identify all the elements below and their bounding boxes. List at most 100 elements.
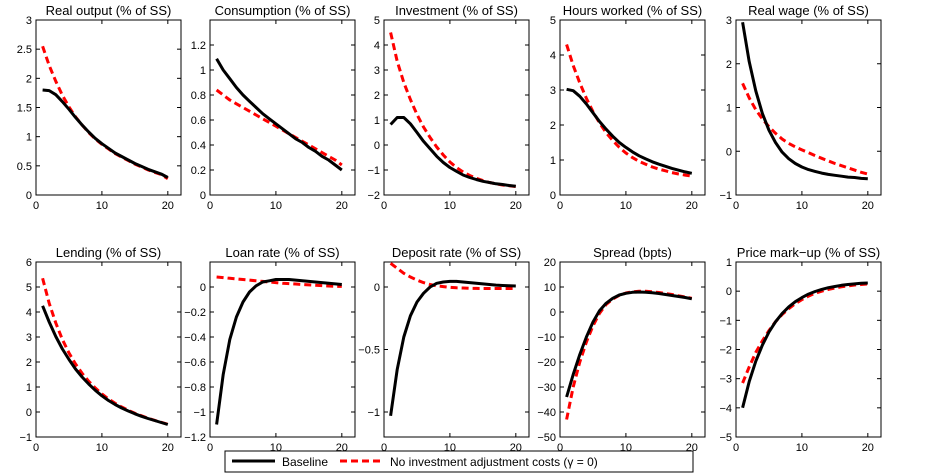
x-tick-label: 10 [270, 200, 282, 212]
axes-frame [559, 261, 706, 438]
chart-panel-1: Real output (% of SS) 0 0.5 1 1.5 2 2.5 3 0 10 20 [17, 3, 182, 212]
series-line-no-adjustment [389, 32, 516, 188]
chart-title: Hours worked (% of SS) [563, 3, 702, 18]
y-tick-label: 0.8 [191, 90, 206, 102]
series-line-no-adjustment [741, 282, 868, 384]
y-tick-label: 1.5 [17, 103, 32, 115]
x-tick-label: 20 [162, 442, 174, 454]
legend-label-no-adjustment: No investment adjustment costs (γ = 0) [390, 455, 598, 469]
series-line-no-adjustment [389, 262, 516, 290]
y-tick-label: 1 [726, 257, 732, 269]
y-tick-label: −1.2 [184, 432, 206, 444]
y-tick-label: 4 [374, 40, 380, 52]
y-tick-label: 0 [374, 140, 380, 152]
series-line-baseline [565, 290, 693, 398]
chart-title: Consumption (% of SS) [215, 3, 351, 18]
y-tick-label: 20 [544, 257, 556, 269]
y-tick-label: −1 [193, 407, 206, 419]
axes-frame [383, 19, 530, 196]
y-tick-label: 1.2 [191, 40, 206, 52]
y-tick-label: 2 [374, 90, 380, 102]
x-tick-label: 0 [733, 200, 739, 212]
y-tick-label: 2 [26, 357, 32, 369]
chart-panel-8: Deposit rate (% of SS)−1−0.500 10 20 [358, 245, 530, 454]
y-tick-label: 6 [26, 257, 32, 269]
x-tick-label: 0 [207, 442, 213, 454]
series-line-baseline [41, 305, 169, 426]
legend-box [224, 450, 694, 473]
y-tick-label: −0.6 [184, 357, 206, 369]
y-tick-label: 0 [726, 286, 732, 298]
y-tick-label: −0.4 [184, 332, 206, 344]
y-tick-label: 0 [200, 190, 206, 202]
y-tick-label: 0.2 [191, 165, 206, 177]
series-line-no-adjustment [41, 45, 169, 180]
series-line-baseline [741, 281, 868, 409]
y-tick-label: 10 [544, 282, 556, 294]
chart-title: Price mark−up (% of SS) [737, 245, 880, 260]
y-tick-label: 4 [550, 50, 556, 62]
y-tick-label: 3 [26, 332, 32, 344]
chart-title: Loan rate (% of SS) [225, 245, 339, 260]
x-tick-label: 20 [336, 200, 348, 212]
legend: Baseline No investment adjustment costs … [224, 450, 694, 473]
y-tick-label: 2 [550, 120, 556, 132]
y-tick-label: −0.8 [184, 382, 206, 394]
x-tick-label: 0 [33, 200, 39, 212]
y-tick-label: −40 [537, 407, 556, 419]
x-tick-label: 20 [162, 200, 174, 212]
series-line-baseline [215, 57, 343, 172]
series-line-baseline [389, 116, 516, 188]
series-line-baseline [42, 88, 169, 179]
legend-label-baseline: Baseline [282, 455, 328, 469]
y-tick-label: −1 [719, 190, 732, 202]
y-tick-label: 0 [374, 282, 380, 294]
y-tick-label: −4 [719, 403, 732, 415]
y-tick-label: 2 [26, 73, 32, 85]
x-tick-label: 10 [444, 200, 456, 212]
chart-panel-3: Investment (% of SS) −2 −1 0 1 2 3 4 5 0 10 20 [367, 3, 530, 212]
y-tick-label: 0 [26, 407, 32, 419]
panels: Real output (% of SS)00.511.522.530 10 20C… [17, 3, 882, 454]
y-tick-label: 3 [374, 65, 380, 77]
chart-title: Spread (bpts) [593, 245, 672, 260]
x-tick-label: 0 [557, 442, 563, 454]
series-line-baseline [215, 278, 342, 425]
x-tick-label: 0 [557, 200, 563, 212]
chart-title: Real wage (% of SS) [748, 3, 869, 18]
y-tick-label: −1 [367, 407, 380, 419]
y-tick-label: 0 [550, 307, 556, 319]
x-tick-label: 20 [862, 442, 874, 454]
y-tick-label: 1 [26, 382, 32, 394]
y-tick-label: 3 [26, 15, 32, 27]
chart-title: Real output (% of SS) [46, 3, 172, 18]
chart-panel-4: Hours worked (% of SS) 0 1 2 3 4 5 0 10 20 [550, 3, 706, 212]
y-tick-label: 3 [550, 85, 556, 97]
y-tick-label: 1 [726, 103, 732, 115]
y-tick-label: 0 [26, 190, 32, 202]
series-line-no-adjustment [215, 88, 343, 167]
y-tick-label: 5 [550, 15, 556, 27]
x-tick-label: 10 [796, 442, 808, 454]
y-tick-label: −3 [719, 374, 732, 386]
x-tick-label: 10 [96, 442, 108, 454]
series-line-no-adjustment [41, 277, 169, 426]
y-tick-label: 0.4 [191, 140, 206, 152]
y-tick-label: −50 [537, 432, 556, 444]
y-tick-label: −20 [537, 357, 556, 369]
y-tick-label: 1 [550, 155, 556, 167]
x-tick-label: 10 [96, 200, 108, 212]
y-tick-label: 0 [200, 282, 206, 294]
chart-panel-7: Loan rate (% of SS) −1.2 −1 −0.8 −0.6 −0.4 −0.… [184, 245, 356, 454]
y-tick-label: 0.6 [191, 115, 206, 127]
x-tick-label: 10 [796, 200, 808, 212]
chart-title: Deposit rate (% of SS) [392, 245, 521, 260]
y-tick-label: 5 [374, 15, 380, 27]
x-tick-label: 0 [733, 442, 739, 454]
x-tick-label: 0 [33, 442, 39, 454]
series-line-baseline [741, 21, 868, 181]
series-line-no-adjustment [565, 44, 693, 178]
